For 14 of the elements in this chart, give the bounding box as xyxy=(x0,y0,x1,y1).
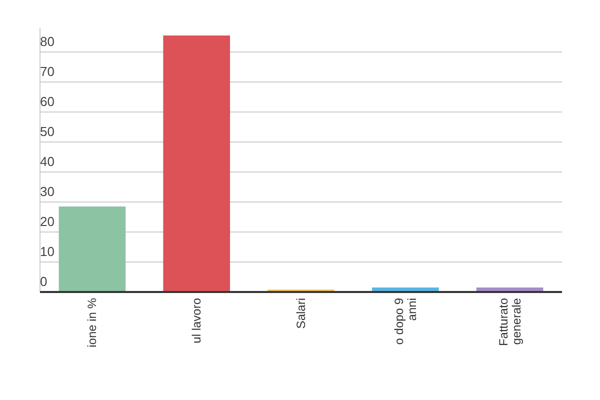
y-tick-label: 80 xyxy=(40,34,54,49)
y-tick-label: 40 xyxy=(40,154,54,169)
y-tick-label: 20 xyxy=(40,214,54,229)
y-tick-label: 10 xyxy=(40,244,54,259)
y-tick-label: 60 xyxy=(40,94,54,109)
y-tick-label: 70 xyxy=(40,64,54,79)
y-tick-label: 30 xyxy=(40,184,54,199)
x-tick-label: Fatturato generale xyxy=(496,298,524,346)
y-tick-label: 0 xyxy=(40,274,48,289)
x-tick-label: ione in % xyxy=(85,298,100,348)
x-tick-label: ul lavoro xyxy=(190,298,204,344)
x-tick-label: o dopo 9 anni xyxy=(392,298,419,345)
y-tick-label: 50 xyxy=(40,124,54,139)
x-tick-label: Salari xyxy=(294,298,308,329)
